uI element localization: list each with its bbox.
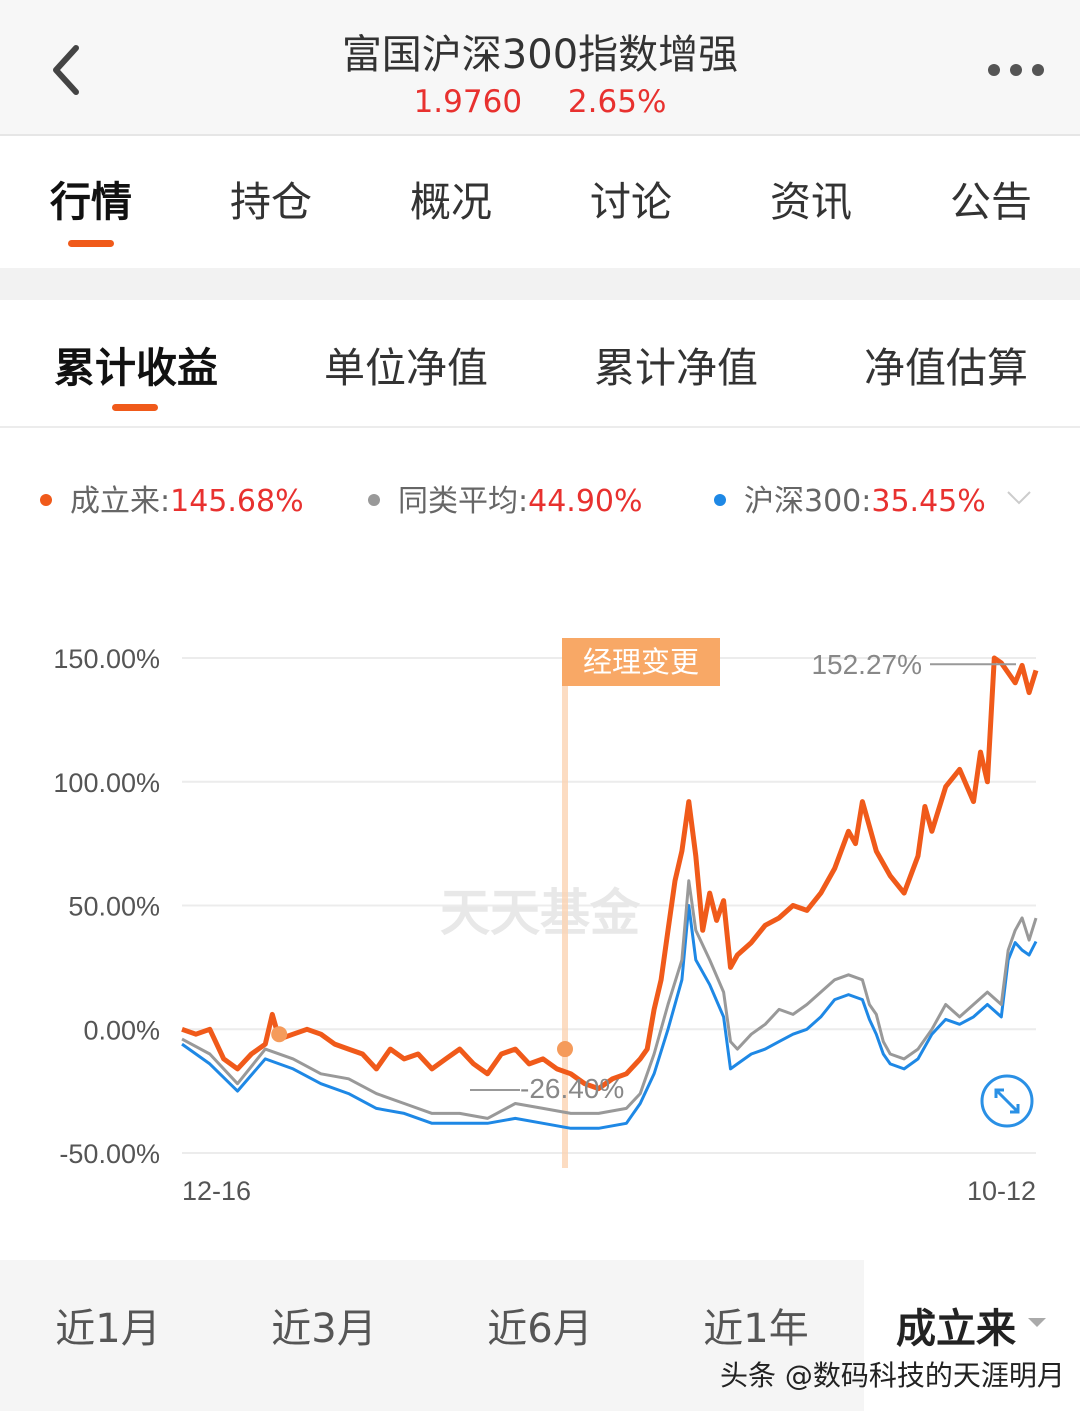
expand-icon[interactable] [980, 1074, 1034, 1128]
caret-down-icon [1028, 1318, 1046, 1327]
tab-nav-estimate[interactable]: 净值估算 [864, 344, 1028, 392]
tab-news[interactable]: 资讯 [770, 178, 852, 226]
y-tick-label: 100.00% [53, 768, 160, 798]
main-tabs: 行情 持仓 概况 讨论 资讯 公告 [0, 138, 1080, 268]
legend-fund: 成立来:145.68% [40, 476, 304, 520]
tab-holdings[interactable]: 持仓 [230, 178, 312, 226]
period-since-inception-label: 成立来 [896, 1306, 1016, 1352]
legend-hs300-value: 35.45% [871, 484, 986, 519]
more-dots-icon[interactable] [980, 50, 1060, 90]
nav-value: 1.9760 [413, 84, 523, 120]
legend-dot-hs300 [714, 493, 726, 506]
period-selector: 近1月 近3月 近6月 近1年 成立来 [0, 1260, 1080, 1411]
period-6m[interactable]: 近6月 [487, 1306, 593, 1352]
period-3m[interactable]: 近3月 [271, 1306, 377, 1352]
page-title: 富国沪深300指数增强 [341, 32, 739, 78]
fund-marker-dot [271, 1026, 288, 1043]
subtab-active-indicator [112, 404, 158, 411]
tab-cumulative-nav[interactable]: 累计净值 [594, 344, 758, 392]
legend-hs300-label: 沪深300: [744, 484, 872, 519]
min-annotation-label: -26.40% [520, 1073, 624, 1104]
return-chart[interactable]: 150.00% 100.00% 50.00% 0.00% -50.00% 12-16 10-… [0, 600, 1080, 1240]
tab-market[interactable]: 行情 [50, 178, 132, 226]
legend-fund-label: 成立来: [70, 484, 171, 519]
tab-announcements[interactable]: 公告 [950, 178, 1032, 226]
tab-overview[interactable]: 概况 [410, 178, 492, 226]
legend-dot-fund [40, 493, 52, 506]
price-summary: 1.9760 2.65% [0, 84, 1080, 120]
tab-cumulative-return[interactable]: 累计收益 [54, 344, 218, 392]
legend-fund-value: 145.68% [170, 484, 304, 519]
y-tick-label: 0.00% [83, 1015, 160, 1045]
series-line-peer_avg [181, 879, 1038, 1120]
manager-change-tag [562, 638, 720, 686]
y-tick-label: 50.00% [68, 892, 160, 922]
section-divider [0, 268, 1080, 300]
series-line-fund [181, 655, 1039, 1092]
y-tick-label: -50.00% [59, 1139, 160, 1169]
series-line-hs300 [181, 904, 1038, 1130]
watermark-text: 头条 @数码科技的天涯明月 [720, 1359, 1065, 1392]
chart-legend: 成立来:145.68% 同类平均:44.90% 沪深300:35.45% [0, 470, 1080, 520]
x-tick-label: 10-12 [967, 1176, 1036, 1206]
chevron-left-icon[interactable] [44, 40, 94, 100]
max-annotation-label: 152.27% [811, 649, 922, 680]
legend-peer-label: 同类平均: [398, 484, 529, 519]
legend-dot-peer [368, 493, 380, 506]
legend-hs300: 沪深300:35.45% [714, 476, 986, 520]
tab-discussion[interactable]: 讨论 [590, 178, 672, 226]
legend-peer-average: 同类平均:44.90% [368, 476, 643, 520]
chart-tabs: 累计收益 单位净值 累计净值 净值估算 [0, 300, 1080, 428]
chevron-down-icon[interactable] [1006, 490, 1032, 506]
period-since-inception[interactable]: 成立来 [864, 1260, 1080, 1411]
tab-active-indicator [68, 240, 114, 247]
manager-change-label: 经理变更 [583, 645, 699, 679]
period-1m[interactable]: 近1月 [55, 1306, 161, 1352]
top-bar: 富国沪深300指数增强 1.9760 2.65% [0, 0, 1080, 136]
x-tick-label: 12-16 [182, 1176, 251, 1206]
chart-watermark: 天天基金 [440, 885, 641, 941]
legend-peer-value: 44.90% [528, 484, 643, 519]
day-change: 2.65% [567, 84, 667, 120]
y-tick-label: 150.00% [53, 644, 160, 674]
fund-marker-dot [557, 1041, 573, 1058]
tab-unit-nav[interactable]: 单位净值 [324, 344, 488, 392]
manager-change-line [562, 638, 568, 1168]
period-1y[interactable]: 近1年 [703, 1306, 809, 1352]
